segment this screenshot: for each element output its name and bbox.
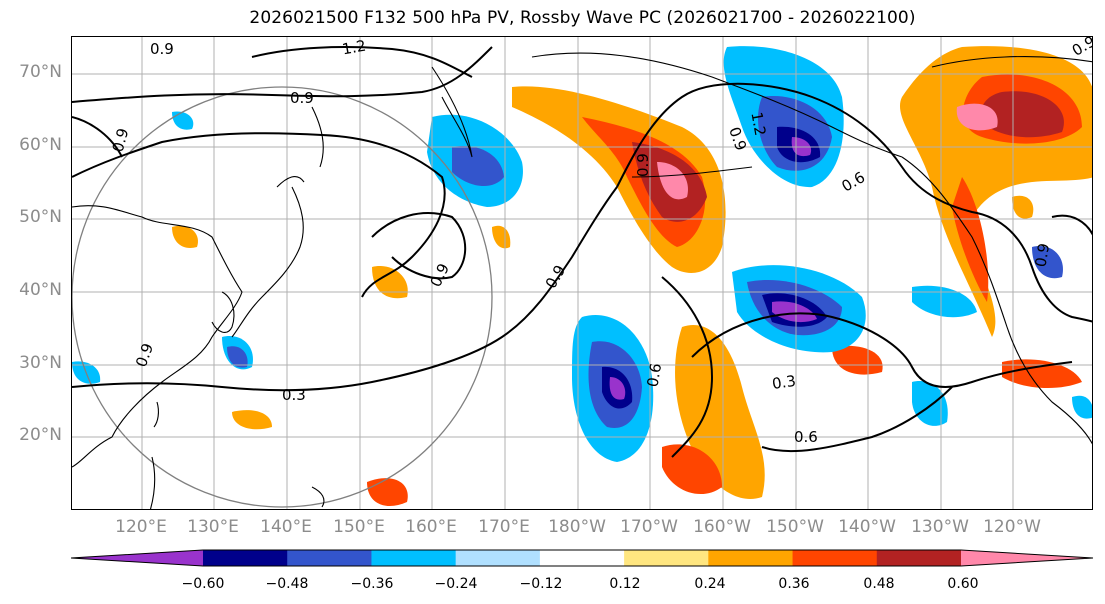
lon-label: 140°W bbox=[838, 517, 896, 537]
colorbar-tick: 0.60 bbox=[947, 576, 979, 592]
contour-label: 0.9 bbox=[290, 89, 314, 107]
lon-label: 120°E bbox=[115, 517, 167, 537]
map-panel: 0.9 1.2 0.9 0.9 0.9 0.9 0.3 0.9 0.9 1.2 … bbox=[71, 36, 1093, 510]
colorbar-segment bbox=[455, 550, 541, 566]
colorbar-tick: −0.48 bbox=[265, 576, 309, 592]
lon-label: 150°E bbox=[333, 517, 385, 537]
contour-label: 0.6 bbox=[643, 362, 665, 389]
contour-label: 0.9 bbox=[1069, 37, 1093, 60]
contour-label: 1.2 bbox=[747, 111, 769, 138]
lon-label: 130°W bbox=[911, 517, 969, 537]
lon-label: 170°W bbox=[620, 517, 678, 537]
colorbar-tick: 0.12 bbox=[609, 576, 641, 592]
pv-contours bbox=[72, 46, 1092, 458]
colorbar-tick: −0.24 bbox=[434, 576, 478, 592]
contour-label: 0.3 bbox=[282, 386, 306, 404]
contour-label: 0.6 bbox=[794, 428, 818, 446]
lon-label: 160°W bbox=[693, 517, 751, 537]
colorbar-segment bbox=[876, 550, 962, 566]
lon-label: 170°E bbox=[478, 517, 530, 537]
colorbar-tick: 0.36 bbox=[778, 576, 810, 592]
colorbar-tick: −0.12 bbox=[519, 576, 563, 592]
lon-label: 160°E bbox=[405, 517, 457, 537]
colorbar-segment bbox=[203, 550, 288, 566]
colorbar-extend-low bbox=[71, 550, 203, 566]
colorbar-tick: −0.60 bbox=[181, 576, 225, 592]
colorbar-segment bbox=[371, 550, 457, 566]
lat-label-40n: 40°N bbox=[19, 280, 62, 300]
contour-label: 0.9 bbox=[427, 261, 453, 290]
colorbar-segment bbox=[708, 550, 794, 566]
contour-label: 0.6 bbox=[839, 168, 869, 196]
lon-label: 130°E bbox=[187, 517, 239, 537]
lat-label-50n: 50°N bbox=[19, 207, 62, 227]
colorbar-tick: 0.48 bbox=[863, 576, 895, 592]
lat-label-30n: 30°N bbox=[19, 353, 62, 373]
lat-label-70n: 70°N bbox=[19, 62, 62, 82]
colorbar-tick: 0.24 bbox=[694, 576, 726, 592]
map-title: 2026021500 F132 500 hPa PV, Rossby Wave … bbox=[249, 8, 916, 28]
lon-label: 180°W bbox=[548, 517, 606, 537]
map-canvas: 0.9 1.2 0.9 0.9 0.9 0.9 0.3 0.9 0.9 1.2 … bbox=[72, 37, 1093, 509]
graticule bbox=[72, 37, 1092, 509]
contour-label: 0.9 bbox=[1031, 242, 1053, 269]
contour-label: 0.9 bbox=[150, 40, 174, 58]
colorbar-segment bbox=[624, 550, 709, 566]
reference-circle bbox=[72, 86, 493, 508]
contour-label: 0.9 bbox=[109, 126, 133, 154]
contour-label: 1.2 bbox=[341, 37, 368, 58]
lon-label: 150°W bbox=[766, 517, 824, 537]
colorbar-extend-high bbox=[961, 550, 1093, 566]
pv-anomaly-fills bbox=[72, 46, 1092, 506]
contour-label: 0.3 bbox=[771, 372, 797, 393]
lon-label: 140°E bbox=[260, 517, 312, 537]
colorbar-outline bbox=[71, 549, 1094, 567]
lon-label: 120°W bbox=[983, 517, 1041, 537]
colorbar-segment bbox=[287, 550, 372, 566]
colorbar-segments bbox=[71, 549, 1094, 567]
lat-label-20n: 20°N bbox=[19, 425, 62, 445]
colorbar-segment bbox=[792, 550, 878, 566]
colorbar-tick: −0.36 bbox=[350, 576, 394, 592]
contour-label: 0.9 bbox=[634, 153, 652, 177]
lat-label-60n: 60°N bbox=[19, 135, 62, 155]
colorbar bbox=[71, 549, 1094, 567]
colorbar-segment bbox=[539, 550, 625, 566]
